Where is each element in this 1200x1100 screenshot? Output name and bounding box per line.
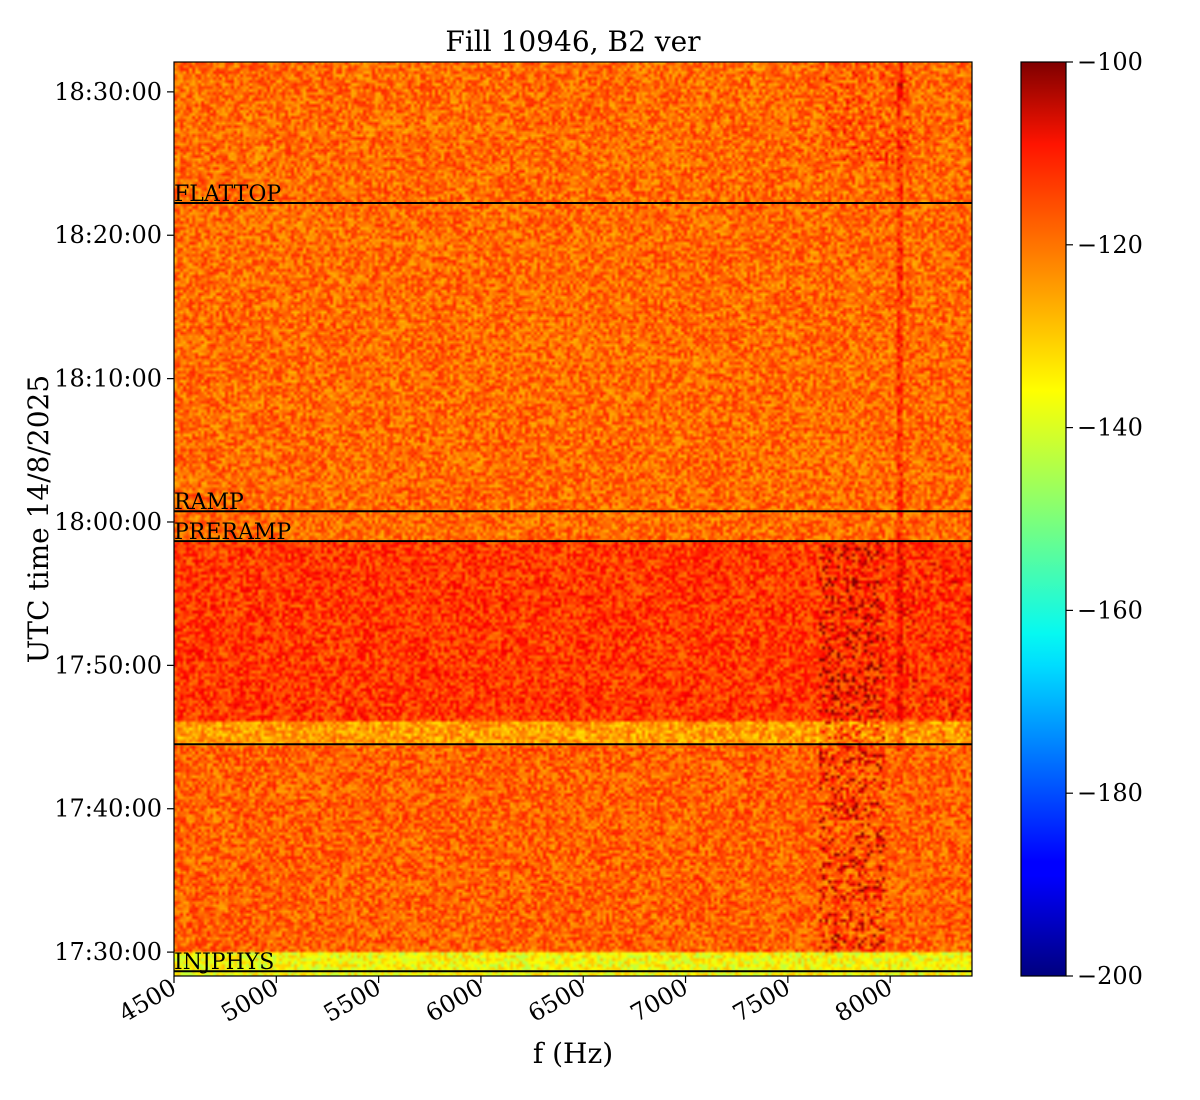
colorbar-tick-label: −100	[1077, 48, 1143, 76]
y-axis: 17:30:00 17:40:00 17:50:00 18:00:00 18:10:00…	[54, 78, 174, 966]
colorbar-tick-label: −120	[1077, 231, 1143, 259]
phase-markers: INJPHYS PRERAMP RAMP FLATTOP	[174, 182, 972, 975]
y-tick-label: 17:50:00	[54, 651, 162, 679]
chart-title: Fill 10946, B2 ver	[445, 25, 701, 58]
spectrogram-heatmap	[174, 62, 972, 976]
y-tick-label: 17:40:00	[54, 795, 162, 823]
y-tick-label: 17:30:00	[54, 938, 162, 966]
x-tick-label: 6500	[523, 973, 590, 1028]
spectrogram-image	[174, 62, 972, 976]
x-tick-label: 5500	[319, 973, 386, 1028]
x-axis: 4500 5000 5500 6000 6500 7000 7500 8000	[114, 973, 897, 1028]
colorbar-tick-label: −140	[1077, 414, 1143, 442]
colorbar-tick-label: −180	[1077, 779, 1143, 807]
phase-marker-label: INJPHYS	[174, 950, 274, 975]
y-tick-label: 18:10:00	[54, 365, 162, 393]
x-tick-label: 5000	[216, 973, 283, 1028]
x-tick-label: 8000	[830, 973, 897, 1028]
colorbar-tick-label: −200	[1077, 962, 1143, 990]
x-tick-label: 7000	[626, 973, 693, 1028]
phase-marker-label: PRERAMP	[174, 520, 291, 545]
y-tick-label: 18:30:00	[54, 78, 162, 106]
x-tick-label: 6000	[421, 973, 488, 1028]
colorbar-tick-label: −160	[1077, 596, 1143, 624]
x-axis-label: f (Hz)	[533, 1037, 613, 1070]
phase-marker-label: RAMP	[174, 490, 244, 515]
plot-frame	[173, 61, 973, 977]
colorbar-axis: −100 −120 −140 −160 −180 −200	[1066, 48, 1143, 990]
colorbar	[1020, 61, 1067, 977]
y-tick-label: 18:00:00	[54, 508, 162, 536]
x-tick-label: 4500	[114, 973, 181, 1028]
y-axis-label: UTC time 14/8/2025	[22, 375, 55, 663]
y-tick-label: 18:20:00	[54, 221, 162, 249]
phase-marker-label: FLATTOP	[174, 182, 281, 207]
x-tick-label: 7500	[728, 973, 795, 1028]
